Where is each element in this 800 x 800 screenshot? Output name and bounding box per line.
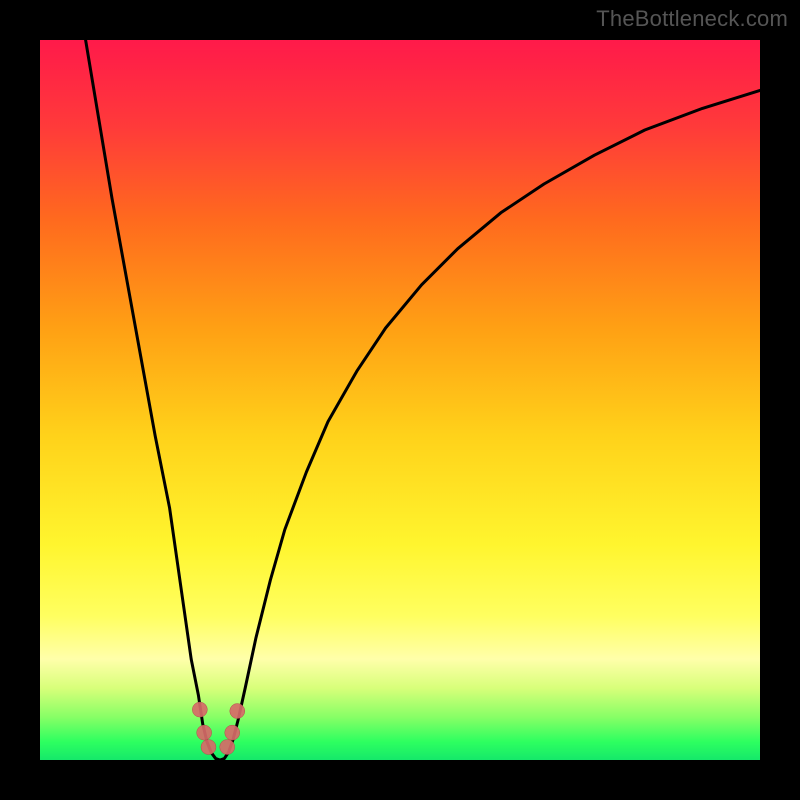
curve-marker: [220, 740, 235, 755]
plot-area: [40, 40, 760, 760]
watermark-text: TheBottleneck.com: [596, 6, 788, 32]
chart-frame: TheBottleneck.com: [0, 0, 800, 800]
curve-marker: [225, 725, 240, 740]
curve-marker: [192, 702, 207, 717]
curve-marker: [197, 725, 212, 740]
plot-svg: [40, 40, 760, 760]
curve-marker: [201, 740, 216, 755]
curve-marker: [230, 704, 245, 719]
